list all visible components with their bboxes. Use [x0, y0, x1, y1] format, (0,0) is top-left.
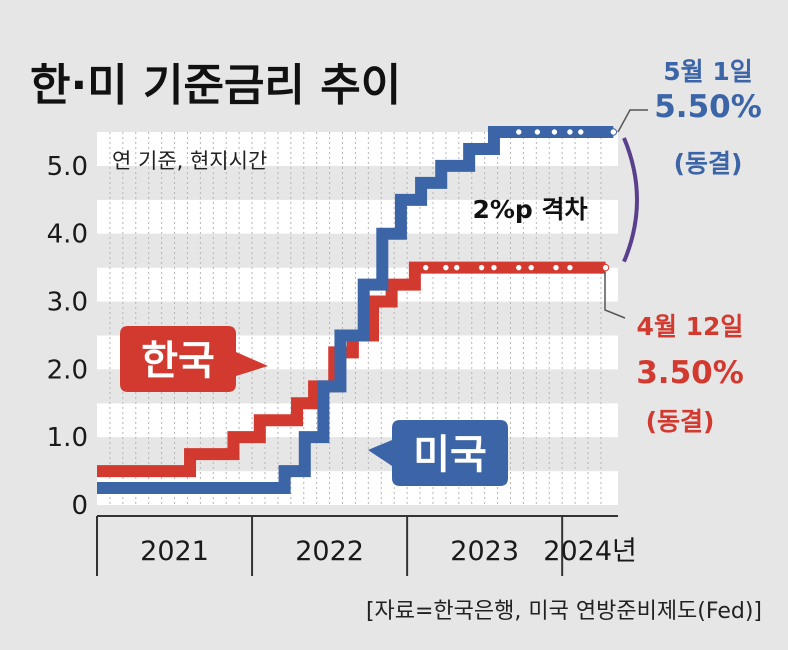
- series-layer: [97, 126, 618, 495]
- background-stripes: [97, 132, 618, 505]
- x-tick-label: 2024년: [543, 536, 637, 567]
- y-tick-label: 3.0: [47, 288, 88, 318]
- us-label-box: [368, 420, 508, 486]
- korea-hold-marker: [515, 263, 523, 272]
- korea-hold-marker: [490, 263, 498, 272]
- us-hold-marker: [566, 128, 574, 136]
- y-axis: 0 1.0 2.0 3.0 4.0 5.0: [47, 152, 88, 521]
- us-status: (동결): [674, 149, 743, 178]
- us-hold-marker: [550, 128, 559, 136]
- y-tick-label: 1.0: [47, 423, 88, 453]
- us-hold-marker: [533, 128, 542, 136]
- korea-hold-marker: [442, 263, 450, 272]
- stripe-band: [97, 165, 618, 200]
- us-leader-line: [617, 109, 648, 133]
- x-tick-label: 2022: [295, 536, 364, 567]
- y-tick-label: 5.0: [47, 152, 88, 182]
- us-hold-marker: [577, 128, 585, 136]
- gap-bracket: [622, 137, 639, 263]
- kr-leader-line: [604, 272, 626, 319]
- x-axis: 2021 2022 2023 2024년: [96, 515, 637, 576]
- us-rate: 5.50%: [654, 89, 762, 125]
- unit-note: 연 기준, 현지시간: [112, 149, 267, 173]
- us-label-text: 미국: [413, 432, 487, 478]
- korea-label-text: 한국: [141, 338, 215, 384]
- korea-hold-marker: [601, 263, 610, 272]
- x-tick-label: 2021: [140, 536, 209, 567]
- korea-hold-marker: [527, 263, 535, 272]
- kr-status: (동결): [646, 407, 715, 436]
- y-tick-label: 2.0: [47, 355, 88, 385]
- korea-hold-marker: [477, 263, 486, 272]
- us-series-label: 미국: [368, 420, 508, 486]
- stripe-band: [97, 199, 618, 234]
- stripe-band: [97, 403, 618, 438]
- source-note: [자료=한국은행, 미국 연방준비제도(Fed)]: [366, 599, 762, 624]
- korea-hold-marker: [422, 263, 430, 272]
- korea-label-box: [120, 326, 268, 392]
- y-tick-label: 0: [71, 491, 88, 521]
- korea-hold-marker: [566, 263, 574, 272]
- kr-date: 4월 12일: [637, 312, 744, 341]
- us-hold-marker: [609, 128, 618, 136]
- korea-hold-marker: [453, 263, 461, 272]
- gap-label: 2%p 격차: [472, 195, 587, 224]
- kr-rate: 3.50%: [636, 355, 744, 391]
- us-date: 5월 1일: [663, 57, 753, 86]
- chart-title: 한·미 기준금리 추이: [30, 60, 401, 111]
- us-hold-marker: [515, 128, 523, 136]
- x-tick-label: 2023: [450, 536, 519, 567]
- y-tick-label: 4.0: [47, 220, 88, 250]
- korea-series-label: 한국: [120, 326, 268, 392]
- us-rate-line: [97, 126, 614, 495]
- korea-hold-marker: [552, 263, 560, 272]
